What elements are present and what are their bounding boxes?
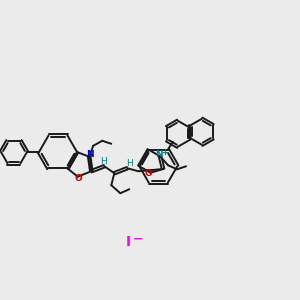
Text: −: − [133,232,143,245]
Text: +: + [162,148,169,157]
Text: N: N [86,150,94,159]
Text: I: I [125,235,130,249]
Text: H: H [126,159,133,168]
Text: H: H [100,157,107,166]
Text: O: O [75,174,82,183]
Text: O: O [145,169,152,178]
Text: N: N [155,150,163,159]
